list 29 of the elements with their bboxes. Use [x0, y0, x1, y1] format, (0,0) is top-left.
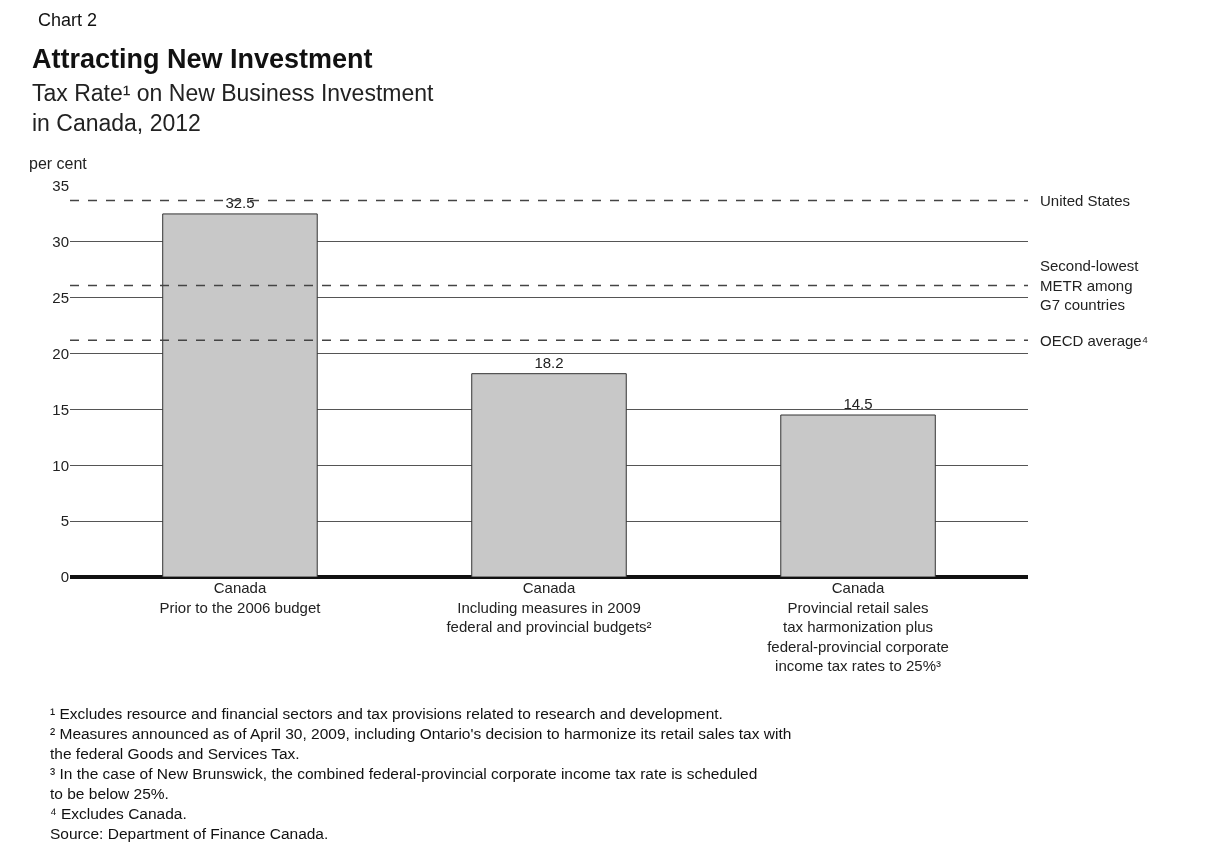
y-tick-label: 15 [52, 400, 69, 418]
y-tick-label: 25 [52, 288, 69, 306]
chart-subtitle: Tax Rate¹ on New Business Investment in Canada, 2012 [32, 80, 435, 136]
bar [162, 213, 318, 577]
y-tick-label: 35 [52, 177, 69, 195]
caption: Chart 2 [38, 10, 98, 30]
x-tick-label: Canada Provincial retail sales tax harmonization plus federal-provincial corporate income tax rates to 25%³ [767, 579, 949, 674]
ref-line-label: United States [1040, 192, 1131, 209]
y-tick-label: 20 [52, 344, 69, 362]
x-tick-label: Canada Prior to the 2006 budget [159, 579, 322, 616]
data-label: 18.2 [534, 353, 564, 371]
y-tick-label: 0 [60, 568, 69, 586]
ref-line-label: OECD average⁴ [1040, 332, 1149, 349]
text: ⁴ Excludes Canada. [50, 805, 187, 822]
chart-title: Attracting New Investment [32, 44, 373, 74]
text: ² Measures announced as of April 30, 2009, including Ontario's decision to harmonize its retail sales tax with the federal Goods and Services Tax. [50, 725, 792, 763]
y-tick-label: 30 [52, 233, 69, 251]
data-label: 14.5 [843, 395, 873, 413]
source-note: Source: Department of Finance Canada. [50, 825, 329, 842]
y-axis-title: per cent [29, 155, 88, 172]
x-tick-label: Canada Including measures in 2009 federal and provincial budgets² [446, 579, 652, 635]
y-tick-label: 5 [60, 512, 69, 530]
ref-line-label: Second-lowest METR among G7 countries [1040, 257, 1140, 313]
text: ¹ Excludes resource and financial sectors and tax provisions related to research and development. [50, 705, 723, 722]
text: ³ In the case of New Brunswick, the combined federal-provincial corporate income tax rate is scheduled to be below 25%. [50, 765, 758, 803]
y-tick-label: 10 [52, 456, 69, 474]
data-label: 32.5 [225, 193, 255, 211]
bar [780, 414, 936, 577]
bar [471, 373, 627, 577]
